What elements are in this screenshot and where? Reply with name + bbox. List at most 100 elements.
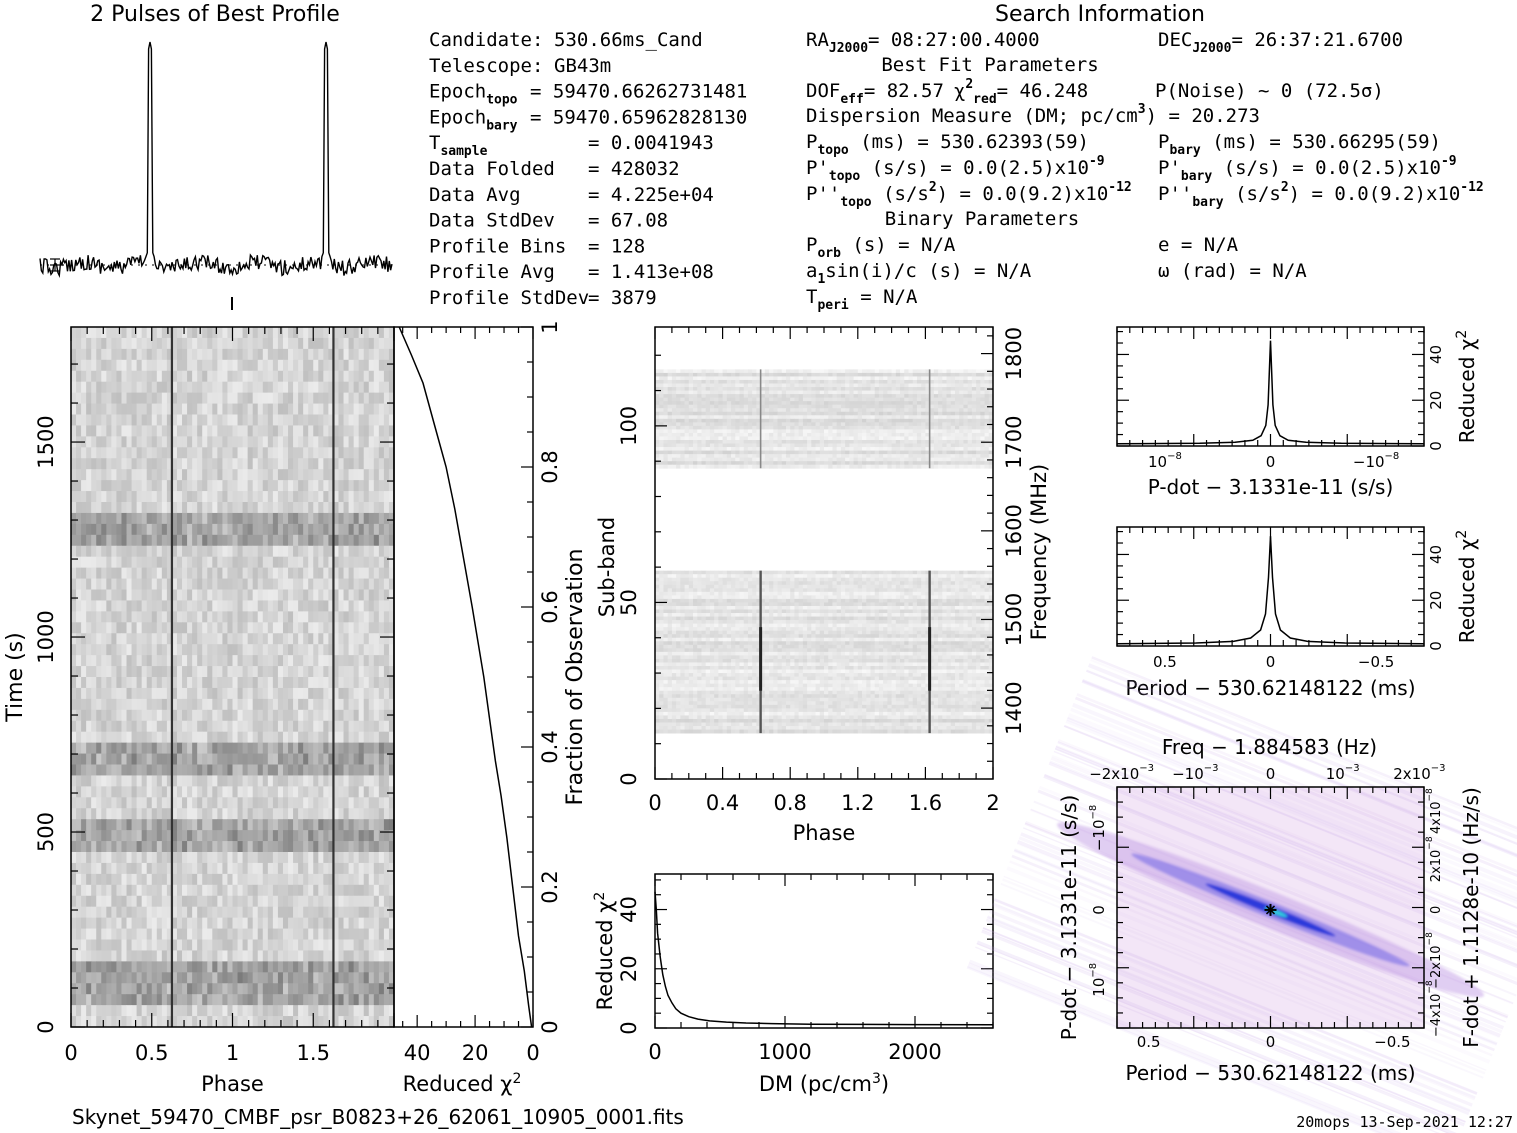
subband-cell (676, 369, 681, 374)
greyscale-cell (313, 939, 319, 951)
greyscale-cell (328, 830, 334, 842)
greyscale-cell (363, 764, 370, 776)
greyscale-cell (192, 523, 198, 536)
greyscale-cell (171, 797, 178, 809)
greyscale-cell (136, 600, 143, 612)
greyscale-cell (182, 830, 188, 842)
greyscale-cell (318, 1005, 324, 1017)
greyscale-cell (293, 720, 299, 733)
greyscale-cell (111, 644, 117, 656)
greyscale-cell (318, 687, 324, 700)
greyscale-cell (293, 458, 299, 470)
greyscale-cell (146, 348, 153, 361)
greyscale-cell (323, 567, 329, 580)
greyscale-cell (282, 961, 289, 973)
greyscale-cell (282, 819, 289, 831)
greyscale-cell (101, 983, 107, 995)
greyscale-cell (81, 677, 87, 689)
greyscale-cell (106, 841, 112, 853)
greyscale-cell (388, 852, 395, 864)
greyscale-cell (171, 917, 178, 930)
subband-cell (971, 390, 977, 395)
subband-cell (747, 376, 753, 381)
greyscale-cell (101, 556, 107, 569)
greyscale-cell (247, 928, 254, 940)
greyscale-cell (111, 337, 117, 350)
greyscale-cell (277, 720, 284, 733)
greyscale-cell (328, 731, 334, 744)
greyscale-cell (161, 906, 168, 919)
greyscale-cell (323, 808, 329, 820)
greyscale-cell (298, 786, 304, 798)
greyscale-cell (182, 458, 188, 470)
greyscale-cell (121, 600, 128, 612)
subband-cell (760, 376, 766, 381)
greyscale-cell (81, 753, 87, 765)
greyscale-cell (91, 370, 97, 383)
greyscale-cell (282, 687, 289, 700)
greyscale-cell (182, 950, 188, 962)
greyscale-cell (217, 502, 223, 514)
greyscale-cell (222, 359, 228, 372)
greyscale-cell (242, 819, 249, 831)
greyscale-cell (358, 698, 365, 711)
greyscale-cell (333, 578, 339, 590)
subband-cell (781, 394, 787, 399)
greyscale-cell (272, 786, 279, 798)
greyscale-cell (333, 983, 339, 995)
greyscale-cell (121, 950, 128, 962)
greyscale-cell (86, 381, 92, 394)
greyscale-cell (71, 392, 77, 405)
subband-cell (980, 387, 985, 391)
subband-cell (870, 394, 876, 399)
greyscale-cell (247, 666, 254, 678)
greyscale-cell (212, 852, 218, 864)
greyscale-cell (383, 808, 390, 820)
greyscale-cell (222, 480, 228, 492)
greyscale-cell (247, 480, 254, 492)
greyscale-cell (192, 950, 198, 962)
greyscale-cell (373, 677, 380, 689)
greyscale-cell (212, 327, 218, 339)
greyscale-cell (343, 491, 350, 503)
greyscale-cell (257, 447, 264, 459)
subband-cell (954, 369, 960, 374)
greyscale-cell (91, 753, 97, 765)
greyscale-cell (182, 775, 188, 787)
greyscale-cell (323, 600, 329, 612)
greyscale-cell (166, 939, 173, 951)
greyscale-cell (227, 753, 233, 765)
subband-cell (671, 390, 677, 395)
greyscale-cell (161, 950, 168, 962)
subband-cell (950, 369, 956, 374)
subband-cell (709, 390, 715, 395)
greyscale-cell (182, 633, 188, 645)
greyscale-cell (232, 578, 239, 590)
subband-cell (938, 383, 943, 388)
greyscale-cell (96, 1005, 102, 1017)
subband-cell (819, 379, 825, 384)
greyscale-cell (81, 830, 87, 842)
greyscale-cell (121, 370, 128, 383)
greyscale-cell (257, 731, 264, 744)
greyscale-cell (353, 786, 360, 798)
greyscale-cell (187, 425, 193, 437)
subband-cell (718, 394, 724, 399)
greyscale-cell (126, 884, 133, 897)
greyscale-cell (116, 600, 122, 612)
greyscale-cell (308, 972, 314, 984)
subband-cell (836, 372, 842, 377)
greyscale-cell (111, 502, 117, 514)
greyscale-cell (338, 895, 345, 908)
greyscale-cell (151, 677, 158, 689)
info-value: 530.66ms_Cand (554, 29, 703, 51)
greyscale-cell (141, 567, 148, 580)
greyscale-cell (121, 348, 128, 361)
greyscale-cell (197, 961, 203, 973)
subband-cell (828, 372, 833, 377)
greyscale-cell (202, 545, 208, 558)
greyscale-cell (166, 502, 173, 514)
greyscale-cell (252, 589, 259, 601)
greyscale-cell (237, 830, 244, 842)
greyscale-cell (328, 578, 334, 590)
